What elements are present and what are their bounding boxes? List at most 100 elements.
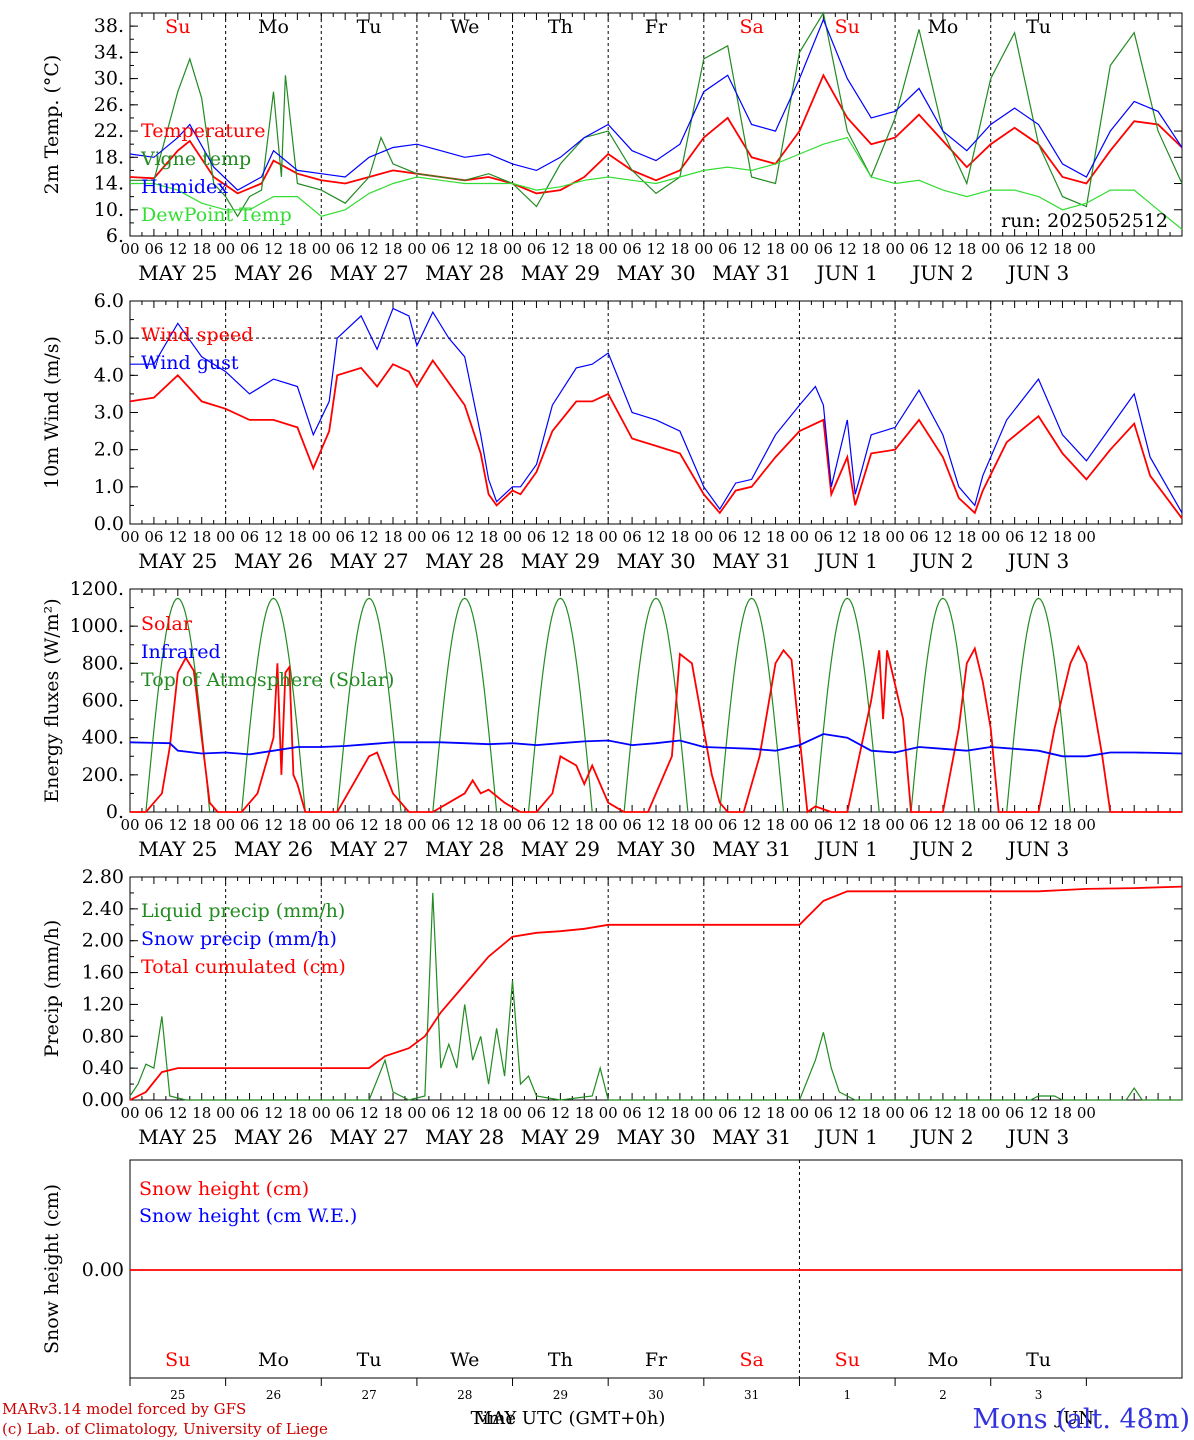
x-hour-label: 00: [216, 528, 235, 546]
x-hour-label: 18: [575, 240, 594, 258]
x-hour-label: 18: [862, 816, 881, 834]
y-tick-label: 6.: [106, 225, 124, 247]
x-hour-label: 18: [383, 240, 402, 258]
x-hour-label: 06: [431, 1104, 450, 1122]
y-tick-label: 1.0: [94, 476, 124, 498]
x-hour-label: 06: [240, 240, 259, 258]
x-hour-label: 00: [407, 816, 426, 834]
x-hour-label: 06: [240, 816, 259, 834]
y-tick-label: 1.20: [82, 993, 124, 1015]
day-number-label: 27: [361, 1388, 376, 1402]
x-hour-label: 18: [192, 816, 211, 834]
x-hour-label: 00: [120, 240, 139, 258]
y-tick-label: 800.: [82, 652, 124, 674]
x-hour-label: 00: [503, 1104, 522, 1122]
x-date-label: MAY 27: [330, 1125, 409, 1149]
x-hour-label: 12: [455, 240, 474, 258]
plot-frame: [129, 12, 1183, 237]
x-hour-label: 18: [766, 816, 785, 834]
x-hour-label: 18: [1053, 816, 1072, 834]
legend-item: Liquid precip (mm/h): [141, 900, 345, 922]
x-hour-label: 00: [216, 240, 235, 258]
x-hour-label: 12: [168, 1104, 187, 1122]
weekday-label: Mo: [258, 16, 289, 38]
x-date-label: MAY 31: [712, 549, 791, 573]
x-date-label: JUN 1: [815, 1125, 878, 1149]
y-tick-label: 2.80: [82, 866, 124, 888]
weekday-label: Fr: [645, 1349, 668, 1371]
y-axis-label: Precip (mm/h): [41, 920, 63, 1058]
y-tick-label: 5.0: [94, 327, 124, 349]
x-hour-label: 06: [144, 1104, 163, 1122]
x-hour-label: 06: [718, 816, 737, 834]
x-date-label: MAY 29: [521, 1125, 600, 1149]
x-hour-label: 12: [264, 528, 283, 546]
x-hour-label: 12: [838, 240, 857, 258]
y-tick-label: 0.80: [82, 1025, 124, 1047]
y-tick-label: 0.40: [82, 1057, 124, 1079]
x-hour-label: 18: [288, 1104, 307, 1122]
y-tick-label: 2.0: [94, 439, 124, 461]
y-tick-label: 0.0: [94, 513, 124, 535]
x-hour-label: 00: [790, 528, 809, 546]
x-date-label: MAY 29: [521, 261, 600, 285]
x-hour-label: 12: [646, 240, 665, 258]
y-tick-label: 1000.: [70, 615, 124, 637]
x-hour-label: 06: [240, 1104, 259, 1122]
y-tick-label: 3.0: [94, 402, 124, 424]
x-hour-label: 06: [336, 1104, 355, 1122]
day-number-label: 3: [1035, 1388, 1043, 1402]
x-hour-label: 00: [312, 1104, 331, 1122]
x-hour-label: 00: [216, 1104, 235, 1122]
x-date-label: MAY 30: [616, 1125, 695, 1149]
x-hour-label: 18: [192, 528, 211, 546]
x-hour-label: 06: [1005, 528, 1024, 546]
x-hour-label: 00: [312, 528, 331, 546]
x-hour-label: 06: [144, 240, 163, 258]
panel-1: 00 06 12 18 00 06 12 18 00 06 12 18 00 06 12 18 00 06 12 18…: [41, 11, 1183, 285]
series-line-toa-solar: [910, 597, 976, 813]
x-hour-label: 06: [623, 528, 642, 546]
x-hour-label: 06: [527, 1104, 546, 1122]
x-hour-label: 06: [240, 528, 259, 546]
x-hour-label: 18: [957, 240, 976, 258]
x-hour-label: 12: [838, 528, 857, 546]
x-axis-title: Time UTC (GMT+0h): [471, 1408, 666, 1429]
x-hour-label: 00: [1077, 528, 1096, 546]
x-hour-label: 12: [646, 816, 665, 834]
x-hour-label: 18: [670, 816, 689, 834]
x-date-label: JUN 2: [910, 549, 973, 573]
x-date-label: MAY 28: [425, 1125, 504, 1149]
weekday-label: Su: [835, 16, 860, 38]
x-date-label: JUN 3: [1006, 837, 1069, 861]
weekday-label: Mo: [258, 1349, 289, 1371]
x-hour-label: 00: [694, 528, 713, 546]
x-hour-label: 12: [742, 816, 761, 834]
x-hour-label: 06: [718, 528, 737, 546]
x-date-label: MAY 28: [425, 837, 504, 861]
x-hour-label: 06: [814, 816, 833, 834]
day-number-label: 31: [744, 1388, 759, 1402]
y-tick-label: 0.: [106, 801, 124, 823]
series-line-toa-solar: [145, 597, 211, 813]
x-hour-label: 12: [455, 816, 474, 834]
x-hour-label: 18: [383, 528, 402, 546]
series-line-humidex: [129, 18, 1183, 191]
x-date-label: MAY 26: [234, 837, 313, 861]
x-hour-label: 18: [766, 528, 785, 546]
x-hour-label: 18: [575, 1104, 594, 1122]
x-hour-label: 12: [1029, 528, 1048, 546]
series-line-wind-speed: [129, 358, 1183, 519]
x-hour-label: 12: [646, 528, 665, 546]
y-tick-label: 30.: [94, 68, 124, 90]
x-date-label: MAY 30: [616, 549, 695, 573]
x-hour-label: 06: [1005, 816, 1024, 834]
x-hour-label: 12: [360, 528, 379, 546]
x-hour-label: 18: [670, 240, 689, 258]
x-hour-label: 12: [168, 240, 187, 258]
x-hour-label: 00: [981, 528, 1000, 546]
x-date-label: MAY 26: [234, 549, 313, 573]
x-hour-label: 18: [670, 528, 689, 546]
x-hour-label: 12: [742, 240, 761, 258]
weekday-label: Tu: [1026, 1349, 1051, 1371]
